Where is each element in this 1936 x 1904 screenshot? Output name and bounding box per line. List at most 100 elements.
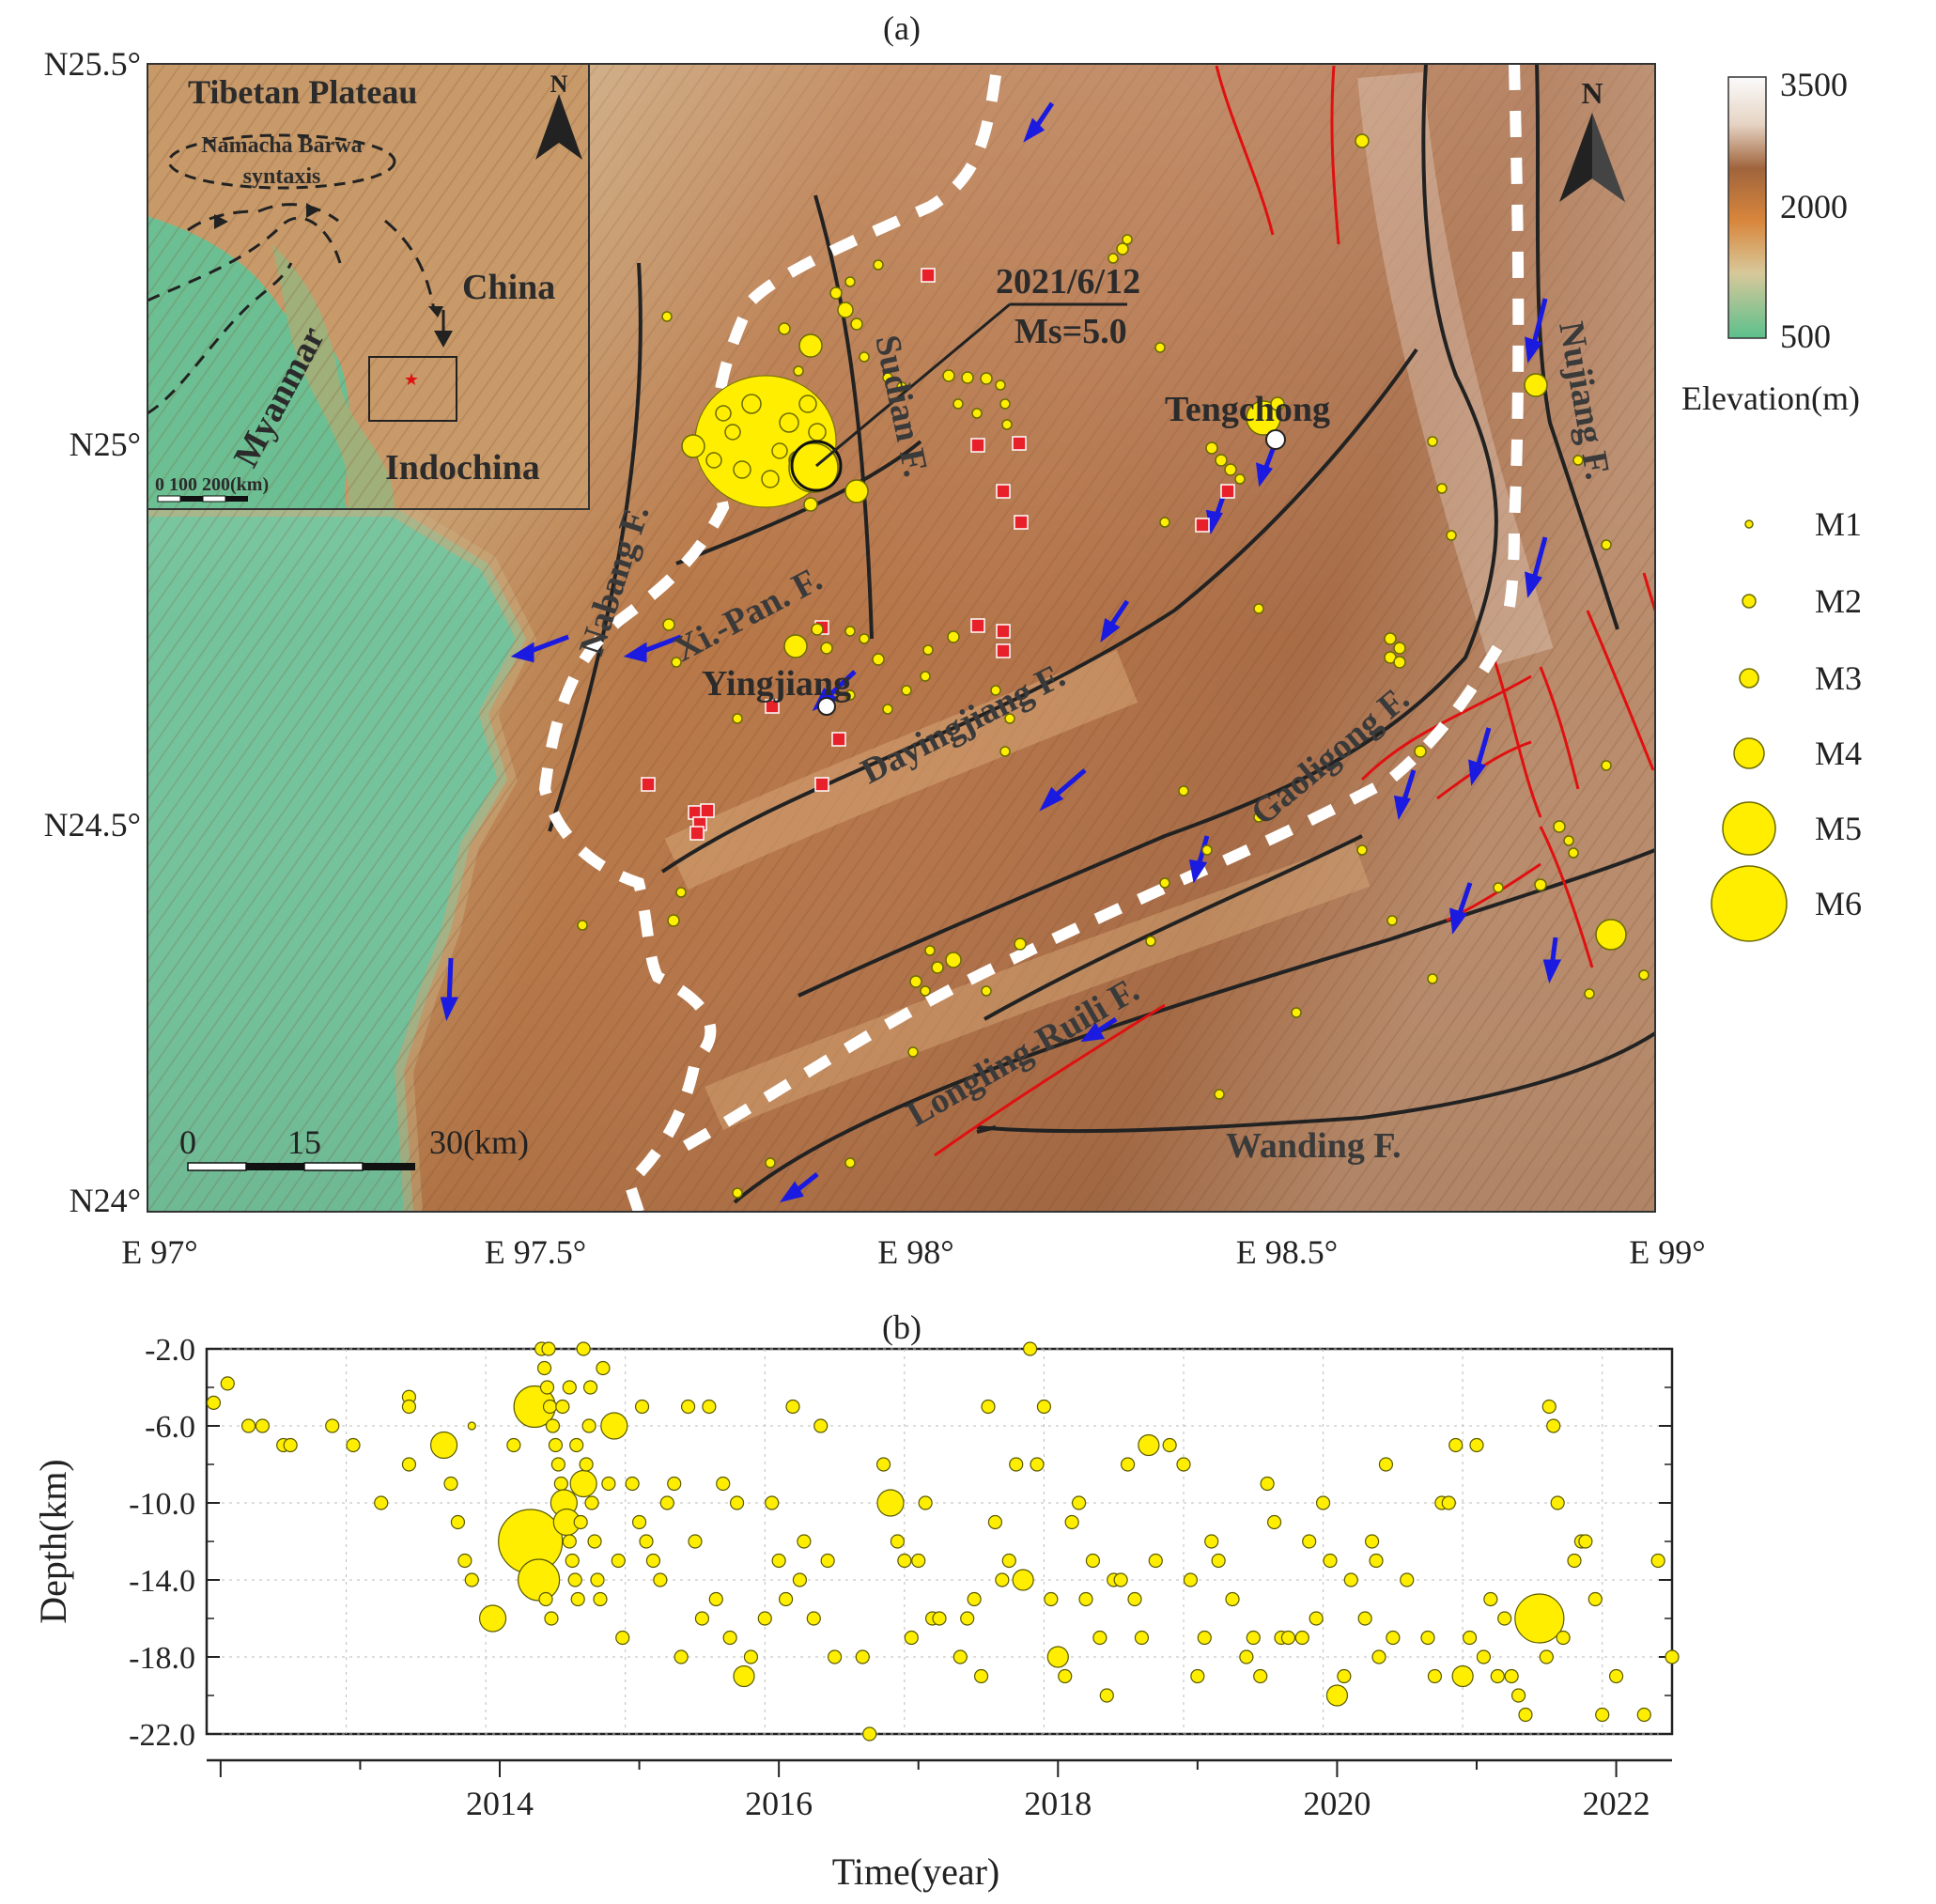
colorbar-tick-3500: 3500 (1780, 66, 1848, 103)
earthquake-point (960, 1611, 975, 1626)
scale-label-30: 30(km) (429, 1123, 529, 1161)
earthquake-point (1113, 1572, 1128, 1587)
earthquake-point (538, 1591, 553, 1607)
colorbar-tick-500: 500 (1780, 317, 1831, 355)
dayingjiang-fault-line (660, 348, 1418, 874)
longling-ruili-south-line (733, 848, 1655, 1204)
earthquake-point (733, 1664, 755, 1688)
inset-china: China (462, 268, 555, 307)
earthquake-point (596, 1360, 611, 1376)
scale-bar: 0 15 30(km) (179, 1123, 529, 1171)
earthquake-point (1127, 1591, 1142, 1607)
legend-m3: M3 (1815, 659, 1862, 697)
inset-indochina: Indochina (385, 448, 540, 488)
earthquake-point (1441, 1495, 1456, 1510)
nabang-fault-line (548, 262, 643, 832)
earthquake-point (601, 1476, 616, 1492)
lon-97.5: E 97.5° (485, 1233, 586, 1271)
earthquake-point (569, 1437, 584, 1453)
inset-scale: 0 100 200(km) (155, 474, 269, 495)
earthquake-point (1514, 1593, 1565, 1644)
earthquake-point (1176, 1457, 1191, 1472)
scale-label-15: 15 (287, 1123, 321, 1161)
earthquake-point (987, 1514, 1003, 1530)
earthquake-point (1036, 1399, 1052, 1415)
y-tick-label: -18.0 (129, 1641, 195, 1676)
earthquake-point (1518, 1707, 1533, 1723)
earthquake-point (667, 1476, 682, 1492)
legend: 3500 2000 500 Elevation(m) M1 M2 M3 M4 M… (1681, 66, 1862, 942)
earthquake-point (240, 1418, 256, 1433)
nujiang-fault-line (1535, 64, 1619, 630)
earthquake-point (450, 1514, 466, 1530)
block-boundary (538, 64, 1525, 1212)
earthquake-point (639, 1534, 654, 1549)
earthquake-point (674, 1649, 689, 1664)
earthquake-point (1420, 1630, 1435, 1646)
earthquake-point (1462, 1630, 1478, 1646)
earthquake-point (506, 1437, 521, 1453)
colorbar-tick-2000: 2000 (1780, 188, 1848, 225)
gps-arrows (440, 101, 1562, 1203)
x-tick-label: 2016 (745, 1785, 813, 1822)
earthquake-point (541, 1341, 556, 1356)
chart-ylabel: Depth(km) (32, 1459, 74, 1624)
gaoligong-fault-line (798, 64, 1498, 998)
earthquake-point (1246, 1630, 1261, 1646)
earthquake-point (797, 1534, 812, 1549)
earthquake-point (579, 1457, 594, 1472)
earthquake-point (981, 1399, 996, 1415)
wanding-fault-line (976, 1031, 1655, 1134)
earthquake-point (1539, 1649, 1554, 1664)
y-tick-label: -2.0 (145, 1333, 195, 1368)
earthquake-point (478, 1604, 507, 1633)
earthquake-point (1294, 1630, 1309, 1646)
mainshock-outline (790, 440, 843, 492)
chart-y-ticks: -2.0 -6.0 -10.0 -14.0 -18.0 -22.0 (129, 1333, 1672, 1753)
x-tick-label: 2014 (466, 1785, 534, 1822)
earthquake-point (1546, 1418, 1561, 1433)
earthquake-point (1266, 1514, 1282, 1530)
earthquake-point (995, 1572, 1010, 1587)
earthquake-point (813, 1418, 829, 1433)
earthquake-point (374, 1495, 389, 1510)
earthquake-point (1009, 1457, 1024, 1472)
earthquake-point (1058, 1668, 1073, 1684)
earthquake-point (722, 1630, 737, 1646)
earthquake-point (653, 1572, 668, 1587)
earthquake-point (464, 1572, 479, 1587)
earthquake-point (1469, 1437, 1484, 1453)
earthquake-point (544, 1611, 559, 1626)
scale-label-0: 0 (179, 1123, 196, 1161)
earthquake-point (346, 1437, 361, 1453)
earthquake-point (555, 1399, 570, 1415)
earthquake-point (743, 1649, 759, 1664)
earthquake-point (1225, 1591, 1240, 1607)
earthquake-point (1302, 1534, 1317, 1549)
earthquake-point (1556, 1630, 1571, 1646)
x-tick-label: 2022 (1583, 1785, 1650, 1822)
faults (548, 64, 1655, 1204)
earthquake-point (1120, 1457, 1136, 1472)
north-arrow-icon: N (1559, 76, 1625, 202)
earthquake-point (716, 1476, 731, 1492)
earthquake-point (584, 1495, 599, 1510)
earthquake-point (401, 1457, 417, 1472)
earthquake-point (443, 1476, 458, 1492)
earthquake-point (806, 1611, 821, 1626)
inset-syntaxis-1: Namacha Barwa (201, 133, 362, 158)
map-lon-labels: E 97° E 97.5° E 98° E 98.5° E 99° (121, 1233, 1705, 1271)
epicenters (577, 133, 1649, 1199)
lon-98.5: E 98.5° (1236, 1233, 1338, 1271)
earthquake-point (875, 1457, 891, 1472)
earthquake-point (1044, 1591, 1059, 1607)
earthquake-point (785, 1399, 800, 1415)
chart-plot-area (205, 1347, 1674, 1736)
earthquake-point (548, 1437, 564, 1453)
earthquake-point (590, 1572, 605, 1587)
earthquake-point (1386, 1630, 1401, 1646)
earthquake-point (1239, 1649, 1254, 1664)
earthquake-point (771, 1553, 786, 1569)
earthquake-point (1204, 1534, 1219, 1549)
